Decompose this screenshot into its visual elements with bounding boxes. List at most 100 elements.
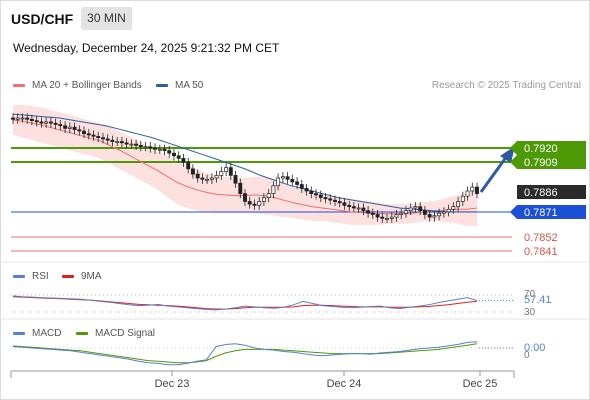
- candle-body: [337, 201, 342, 204]
- level-label-bg: [517, 155, 586, 169]
- legend-macd-signal: MACD Signal: [76, 328, 155, 339]
- macd-zero-label: 0: [524, 350, 530, 361]
- candle-body: [205, 178, 210, 181]
- legend-macd: MACD: [13, 328, 61, 339]
- 9ma-swatch: [62, 275, 74, 278]
- level-label-pointer: [510, 141, 517, 155]
- rsi-value-label: 57.41: [524, 294, 552, 306]
- candle-body: [323, 197, 328, 200]
- candle-body: [34, 120, 39, 123]
- candle-body: [67, 126, 72, 129]
- rsi-level-30-label: 30: [524, 307, 536, 318]
- candle-body: [224, 167, 229, 172]
- candle-body: [58, 124, 63, 127]
- x-tick-label: Dec 25: [463, 378, 498, 390]
- legend-macd-signal-label: MACD Signal: [95, 328, 156, 339]
- last-price-bg: [517, 185, 586, 199]
- candle-body: [162, 148, 167, 151]
- candle-body: [39, 121, 44, 124]
- candle-body: [370, 212, 375, 215]
- candle-body: [366, 210, 371, 214]
- candle-body: [138, 145, 143, 148]
- legend-9ma: 9MA: [62, 271, 102, 282]
- candle-body: [399, 212, 404, 215]
- candle-body: [124, 142, 129, 145]
- macd-signal-swatch: [76, 332, 88, 335]
- ma20-swatch: [13, 84, 25, 87]
- x-tick-label: Dec 23: [155, 378, 190, 390]
- candle-body: [356, 207, 361, 210]
- candle-body: [257, 201, 262, 206]
- level-label-bg: [517, 141, 586, 155]
- candle-body: [110, 139, 115, 142]
- candle-body: [209, 177, 214, 180]
- research-credit: Research © 2025 Trading Central: [431, 80, 581, 91]
- candle-body: [342, 202, 347, 206]
- candle-body: [304, 188, 309, 192]
- candle-body: [181, 158, 186, 163]
- candle-body: [134, 143, 139, 146]
- candle-body: [437, 212, 442, 217]
- macd-signal-line: [12, 343, 478, 364]
- legend-ma20: MA 20 + Bollinger Bands: [13, 80, 142, 91]
- candle-body: [441, 211, 446, 214]
- level-label-bg: [517, 205, 586, 219]
- candle-body: [200, 177, 205, 180]
- legend-rsi-label: RSI: [32, 271, 49, 282]
- chart-datetime: Wednesday, December 24, 2025 9:21:32 PM …: [13, 41, 280, 55]
- level-label-pointer: [510, 205, 517, 219]
- candle-body: [465, 190, 470, 197]
- candle-body: [53, 122, 58, 125]
- candle-body: [101, 137, 105, 140]
- candle-body: [380, 216, 385, 219]
- candle-body: [418, 206, 423, 211]
- candle-body: [404, 210, 408, 214]
- candle-body: [314, 193, 318, 196]
- candle-body: [129, 143, 134, 146]
- ma50-line: [12, 113, 477, 213]
- level-label: 0.7871: [524, 207, 558, 219]
- bollinger-band: [13, 105, 477, 227]
- macd-line: [12, 341, 478, 366]
- candle-body: [351, 206, 356, 209]
- candle-body: [247, 201, 252, 205]
- candle-body: [451, 206, 456, 210]
- candle-body: [105, 138, 110, 141]
- candle-body: [172, 152, 176, 157]
- legend-ma20-label: MA 20 + Bollinger Bands: [32, 80, 142, 91]
- macd-swatch: [13, 332, 25, 335]
- timeframe-badge[interactable]: 30 MIN: [81, 7, 132, 30]
- candle-body: [309, 190, 314, 194]
- x-tick-label: Dec 24: [327, 378, 362, 390]
- level-label: 0.7841: [524, 246, 558, 258]
- last-price-label: 0.7886: [524, 187, 558, 199]
- legend-ma50: MA 50: [156, 80, 203, 91]
- candle-body: [295, 181, 300, 185]
- candle-body: [261, 197, 266, 202]
- candle-body: [195, 173, 200, 179]
- candle-body: [20, 117, 25, 120]
- forecast-arrow-head: [500, 146, 515, 163]
- candle-body: [375, 214, 380, 218]
- candle-body: [318, 194, 323, 198]
- candle-body: [190, 168, 195, 175]
- candle-body: [48, 121, 53, 124]
- candle-body: [153, 147, 157, 150]
- candle-body: [252, 203, 257, 206]
- level-label: 0.7909: [524, 157, 558, 169]
- candle-body: [91, 134, 96, 137]
- candle-body: [63, 125, 68, 129]
- level-label: 0.7920: [524, 143, 558, 155]
- rsi-line: [12, 295, 478, 311]
- candle-body: [285, 176, 290, 180]
- candle-body: [44, 121, 49, 124]
- legend-ma50-label: MA 50: [175, 80, 204, 91]
- candle-body: [328, 198, 333, 201]
- candle-body: [82, 130, 86, 135]
- level-label: 0.7852: [524, 232, 558, 244]
- candle-body: [115, 141, 120, 143]
- forecast-arrow-shaft: [479, 155, 509, 193]
- level-label-pointer: [510, 155, 517, 169]
- candle-body: [394, 214, 399, 218]
